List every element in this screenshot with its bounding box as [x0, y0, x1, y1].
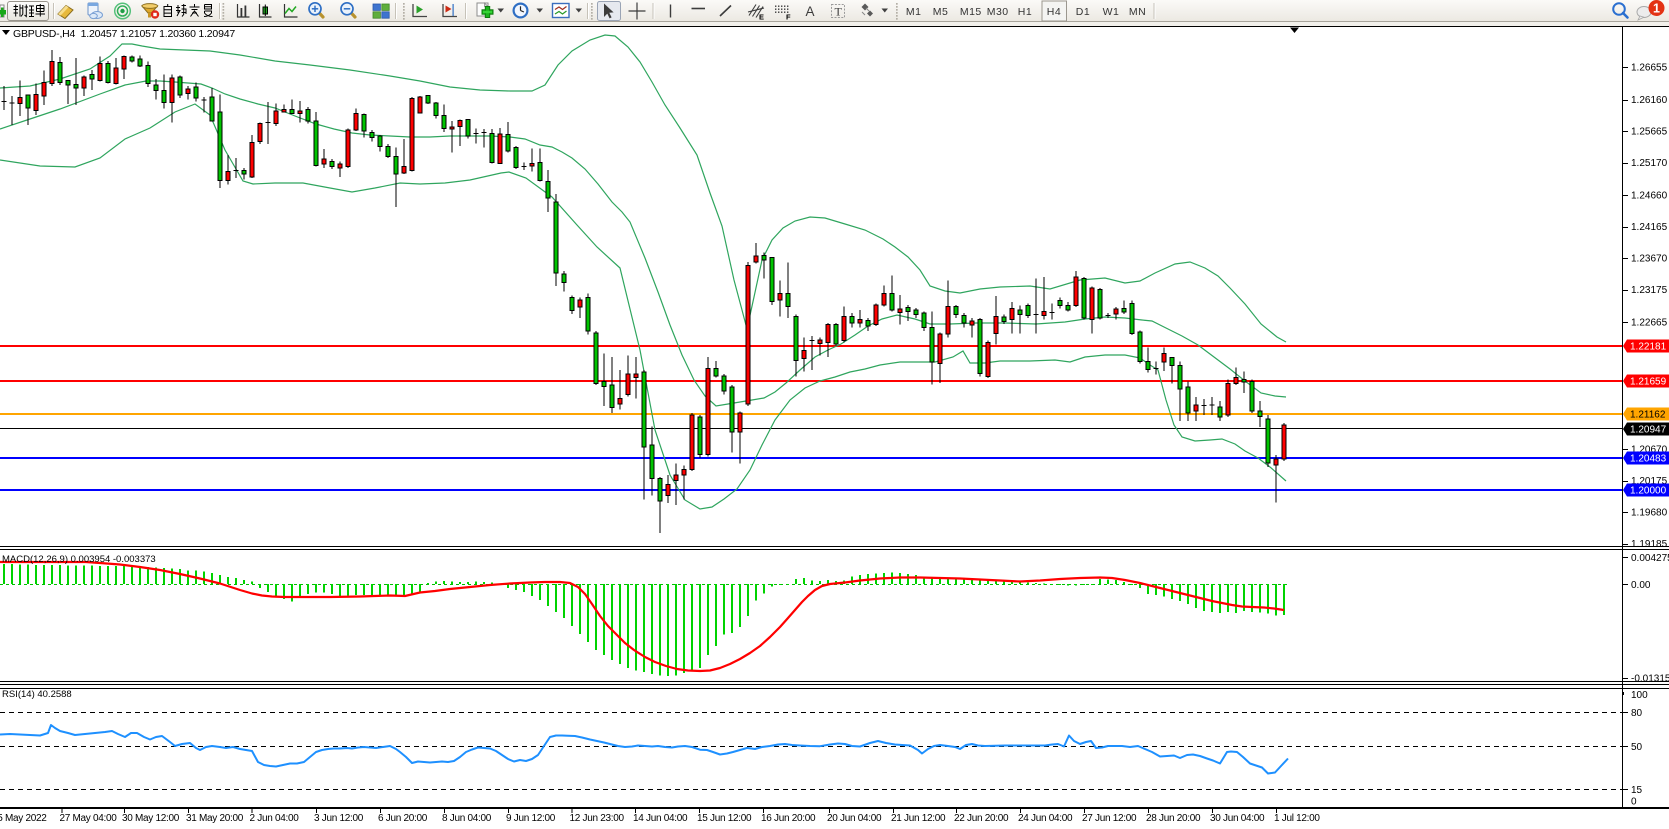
svg-text:30 May 12:00: 30 May 12:00 — [122, 813, 180, 824]
svg-text:1.24165: 1.24165 — [1631, 222, 1668, 233]
svg-text:27 Jun 12:00: 27 Jun 12:00 — [1082, 813, 1137, 824]
svg-text:15: 15 — [1631, 785, 1643, 796]
svg-text:2 Jun 04:00: 2 Jun 04:00 — [250, 813, 300, 824]
svg-text:-0.013153: -0.013153 — [1631, 674, 1669, 685]
svg-text:1.20483: 1.20483 — [1630, 454, 1667, 465]
svg-text:1.25665: 1.25665 — [1631, 127, 1668, 138]
svg-text:1.20947: 1.20947 — [1630, 425, 1667, 436]
svg-text:21 Jun 12:00: 21 Jun 12:00 — [891, 813, 946, 824]
svg-text:50: 50 — [1631, 742, 1643, 753]
svg-text:1 Jul 12:00: 1 Jul 12:00 — [1274, 813, 1320, 824]
svg-text:1.20175: 1.20175 — [1631, 476, 1668, 487]
svg-text:H4: H4 — [1047, 6, 1061, 18]
svg-text:H1: H1 — [1018, 6, 1032, 18]
svg-text:9 Jun 12:00: 9 Jun 12:00 — [506, 813, 556, 824]
svg-text:T: T — [835, 5, 843, 19]
svg-text:M30: M30 — [987, 6, 1009, 18]
svg-text:6 Jun 20:00: 6 Jun 20:00 — [378, 813, 428, 824]
svg-text:MN: MN — [1129, 6, 1146, 18]
svg-text:0.00: 0.00 — [1631, 580, 1651, 591]
svg-text:RSI(14) 40.2588: RSI(14) 40.2588 — [2, 689, 72, 700]
svg-text:31 May 20:00: 31 May 20:00 — [186, 813, 244, 824]
svg-text:1.26160: 1.26160 — [1631, 95, 1668, 106]
svg-text:22 Jun 20:00: 22 Jun 20:00 — [954, 813, 1009, 824]
svg-text:W1: W1 — [1103, 6, 1120, 18]
svg-text:0.004275: 0.004275 — [1631, 553, 1669, 564]
svg-text:0: 0 — [1631, 797, 1637, 808]
svg-text:28 Jun 20:00: 28 Jun 20:00 — [1146, 813, 1201, 824]
svg-text:3 Jun 12:00: 3 Jun 12:00 — [314, 813, 364, 824]
svg-text:25 May 2022: 25 May 2022 — [0, 813, 47, 824]
svg-text:1.19680: 1.19680 — [1631, 508, 1668, 519]
svg-text:20 Jun 04:00: 20 Jun 04:00 — [827, 813, 882, 824]
svg-text:M5: M5 — [933, 6, 949, 18]
svg-text:1.21162: 1.21162 — [1630, 410, 1666, 421]
svg-text:1.23670: 1.23670 — [1631, 254, 1668, 265]
svg-text:GBPUSD-,H4 1.20457 1.21057 1.: GBPUSD-,H4 1.20457 1.21057 1.20360 1.209… — [13, 28, 235, 40]
svg-text:M1: M1 — [906, 6, 922, 18]
svg-text:MACD(12,26,9) 0.003954 -0.0033: MACD(12,26,9) 0.003954 -0.003373 — [2, 554, 156, 565]
svg-text:1.20000: 1.20000 — [1630, 486, 1667, 497]
svg-text:1.22181: 1.22181 — [1630, 342, 1667, 353]
svg-text:F: F — [786, 13, 791, 22]
svg-text:1: 1 — [1653, 2, 1660, 16]
svg-text:1.20670: 1.20670 — [1631, 445, 1668, 456]
svg-text:D1: D1 — [1076, 6, 1090, 18]
svg-text:24 Jun 04:00: 24 Jun 04:00 — [1018, 813, 1073, 824]
svg-text:12 Jun 23:00: 12 Jun 23:00 — [570, 813, 625, 824]
svg-text:E: E — [759, 13, 764, 22]
svg-text:15 Jun 12:00: 15 Jun 12:00 — [697, 813, 752, 824]
svg-text:1.21659: 1.21659 — [1630, 377, 1667, 388]
svg-text:8 Jun 04:00: 8 Jun 04:00 — [442, 813, 492, 824]
svg-text:1.23175: 1.23175 — [1631, 285, 1668, 296]
svg-text:1.24660: 1.24660 — [1631, 191, 1668, 202]
svg-text:100: 100 — [1631, 690, 1648, 701]
svg-text:M15: M15 — [960, 6, 982, 18]
svg-text:80: 80 — [1631, 708, 1643, 719]
svg-text:1.26655: 1.26655 — [1631, 63, 1668, 74]
svg-text:16 Jun 20:00: 16 Jun 20:00 — [761, 813, 816, 824]
svg-text:14 Jun 04:00: 14 Jun 04:00 — [633, 813, 688, 824]
svg-text:1.19185: 1.19185 — [1631, 539, 1668, 550]
svg-text:1.25170: 1.25170 — [1631, 158, 1668, 169]
svg-text:A: A — [806, 4, 815, 19]
svg-text:27 May 04:00: 27 May 04:00 — [60, 813, 118, 824]
svg-text:30 Jun 04:00: 30 Jun 04:00 — [1210, 813, 1265, 824]
svg-text:1.22665: 1.22665 — [1631, 318, 1668, 329]
